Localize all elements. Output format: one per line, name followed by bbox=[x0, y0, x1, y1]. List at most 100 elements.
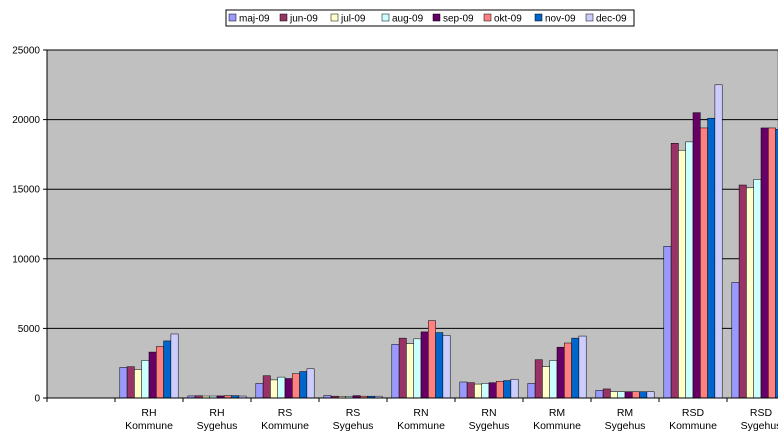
bar bbox=[141, 360, 150, 399]
legend-label: jun-09 bbox=[289, 14, 318, 25]
bar bbox=[632, 391, 640, 399]
x-tick-label: RM bbox=[549, 407, 565, 419]
bar bbox=[284, 378, 293, 399]
bar bbox=[466, 382, 475, 399]
bar bbox=[406, 343, 414, 399]
legend-swatch bbox=[585, 13, 594, 22]
bar bbox=[685, 141, 694, 399]
x-axis-ticks: RHKommuneRHSygehusRSKommuneRSSygehusRNKo… bbox=[46, 398, 778, 432]
bar bbox=[768, 127, 776, 399]
x-tick-label: Sygehus bbox=[469, 420, 510, 432]
bar bbox=[692, 112, 701, 399]
x-tick-label: Kommune bbox=[533, 420, 581, 432]
legend-swatch bbox=[432, 13, 441, 22]
plot-background bbox=[46, 49, 778, 399]
legend-label: dec-09 bbox=[596, 14, 627, 25]
bar bbox=[255, 383, 264, 399]
legend-label: okt-09 bbox=[494, 14, 522, 25]
bar bbox=[413, 338, 422, 399]
bar bbox=[670, 143, 679, 399]
bars bbox=[119, 84, 778, 399]
bar bbox=[760, 127, 769, 399]
bar bbox=[527, 383, 536, 399]
bar bbox=[610, 391, 618, 399]
bar bbox=[306, 368, 315, 399]
plot-area bbox=[46, 49, 778, 399]
y-tick-label: 20000 bbox=[12, 115, 40, 126]
bar bbox=[571, 337, 580, 399]
bar bbox=[602, 388, 611, 399]
legend-label: nov-09 bbox=[545, 14, 576, 25]
x-tick-label: RM bbox=[617, 407, 633, 419]
bar bbox=[442, 335, 451, 399]
x-tick-label: Sygehus bbox=[741, 420, 778, 432]
bar bbox=[156, 346, 164, 399]
x-tick-label: Kommune bbox=[261, 420, 309, 432]
bar bbox=[556, 346, 565, 399]
bar bbox=[474, 383, 482, 399]
x-tick-label: RS bbox=[346, 407, 361, 419]
bar bbox=[639, 391, 648, 399]
bar bbox=[578, 335, 587, 399]
y-tick-label: 25000 bbox=[12, 46, 40, 57]
legend-label: aug-09 bbox=[392, 14, 424, 25]
bar bbox=[738, 184, 747, 399]
bar bbox=[646, 391, 655, 399]
x-tick-label: RN bbox=[413, 407, 428, 419]
legend-swatch bbox=[534, 13, 543, 22]
bar bbox=[262, 375, 271, 399]
bar bbox=[134, 369, 142, 399]
bar bbox=[503, 380, 512, 399]
bar bbox=[549, 360, 558, 399]
bar bbox=[496, 381, 504, 399]
gridlines bbox=[47, 49, 778, 329]
bar bbox=[617, 391, 626, 399]
bar bbox=[277, 376, 286, 399]
bar bbox=[564, 342, 572, 399]
bar bbox=[299, 371, 308, 399]
x-tick-label: RH bbox=[209, 407, 224, 419]
y-tick-label: 5000 bbox=[18, 324, 41, 335]
legend-label: maj-09 bbox=[239, 14, 270, 25]
bar bbox=[595, 390, 604, 399]
x-tick-label: Sygehus bbox=[333, 420, 374, 432]
x-tick-label: Kommune bbox=[397, 420, 445, 432]
bar bbox=[714, 84, 723, 399]
bar bbox=[624, 391, 633, 399]
bar bbox=[707, 117, 716, 399]
y-tick-label: 0 bbox=[34, 394, 40, 405]
x-tick-label: Sygehus bbox=[605, 420, 646, 432]
legend-swatch bbox=[228, 13, 237, 22]
legend-swatch bbox=[279, 13, 288, 22]
bar bbox=[148, 351, 157, 399]
x-tick-label: RSD bbox=[750, 407, 773, 419]
x-tick-label: RH bbox=[141, 407, 156, 419]
y-tick-label: 15000 bbox=[12, 185, 40, 196]
axes bbox=[46, 50, 778, 399]
legend-label: jul-09 bbox=[340, 14, 366, 25]
bar bbox=[292, 373, 300, 399]
bar bbox=[731, 282, 740, 399]
bar bbox=[753, 179, 762, 399]
bar bbox=[700, 127, 708, 399]
bar bbox=[391, 344, 400, 399]
x-tick-label: RSD bbox=[682, 407, 705, 419]
legend: maj-09 jun-09 jul-09 aug-09 sep-09 okt-09 nov-… bbox=[225, 9, 635, 27]
legend-swatch bbox=[381, 13, 390, 22]
x-tick-label: Sygehus bbox=[197, 420, 238, 432]
bar bbox=[459, 381, 468, 399]
bar bbox=[420, 331, 429, 399]
bar bbox=[534, 359, 543, 399]
x-tick-label: RS bbox=[278, 407, 293, 419]
x-tick-label: Kommune bbox=[669, 420, 717, 432]
bar bbox=[270, 379, 278, 399]
bar bbox=[481, 383, 490, 399]
y-tick-label: 10000 bbox=[12, 254, 40, 265]
bar bbox=[126, 366, 135, 399]
bar bbox=[163, 340, 172, 399]
legend-box bbox=[225, 9, 635, 27]
x-tick-label: RN bbox=[481, 407, 496, 419]
bar bbox=[428, 320, 436, 399]
bar bbox=[746, 187, 754, 399]
